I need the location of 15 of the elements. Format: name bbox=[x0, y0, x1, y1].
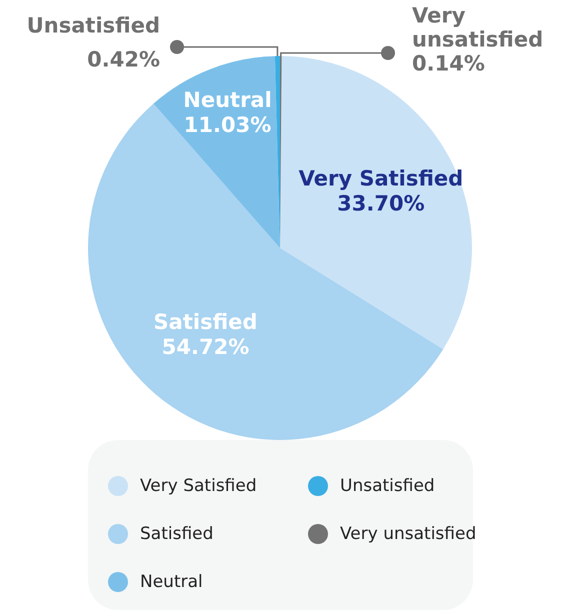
legend-label: Very unsatisfied bbox=[340, 524, 476, 544]
slice-label: Very unsatisfied bbox=[412, 3, 544, 52]
slice-label: Unsatisfied bbox=[26, 13, 160, 38]
legend-label: Unsatisfied bbox=[340, 476, 435, 496]
slice-label: Very Satisfied bbox=[298, 166, 464, 190]
slice-label: Satisfied bbox=[154, 310, 258, 334]
legend-label: Neutral bbox=[140, 572, 203, 592]
data-label: 0.14% bbox=[412, 51, 485, 76]
data-label: 33.70% bbox=[337, 191, 425, 216]
data-label: 0.42% bbox=[87, 47, 160, 72]
data-label: 54.72% bbox=[162, 334, 250, 359]
legend-label: Very Satisfied bbox=[140, 476, 257, 496]
data-label: 11.03% bbox=[184, 112, 272, 137]
legend-label: Satisfied bbox=[140, 524, 214, 544]
slice-label: Neutral bbox=[183, 88, 272, 112]
